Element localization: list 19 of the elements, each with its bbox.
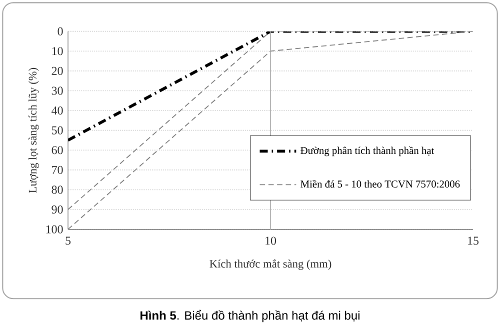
y-tick-label: 80 xyxy=(52,186,63,194)
y-tick-label: 50 xyxy=(52,126,63,134)
legend-label: Miền đá 5 - 10 theo TCVN 7570:2006 xyxy=(300,180,460,188)
y-tick-label: 10 xyxy=(52,47,63,56)
text: Hình 5. Biểu đồ thành phần hạt đá mi bụi xyxy=(140,310,360,322)
y-tick-label: 40 xyxy=(52,106,63,115)
y-tick-label: 30 xyxy=(52,86,63,95)
y-tick-label: 100 xyxy=(46,225,63,234)
y-tick-label: 0 xyxy=(58,27,63,36)
x-tick-label: 5 xyxy=(66,236,71,245)
x-tick-label: 15 xyxy=(468,236,479,245)
x-tick-label: 10 xyxy=(266,236,276,245)
legend-label: Đường phân tích thành phần hạt xyxy=(300,146,434,156)
y-tick-label: 60 xyxy=(52,146,63,154)
y-tick-label: 70 xyxy=(52,166,63,174)
x-axis-title: Kích thước mắt sàng (mm) xyxy=(210,259,332,270)
y-axis-title: Lượng lọt sàng tích lũy (%) xyxy=(28,68,39,193)
y-tick-label: 20 xyxy=(52,66,63,75)
y-tick-label: 90 xyxy=(52,205,63,214)
